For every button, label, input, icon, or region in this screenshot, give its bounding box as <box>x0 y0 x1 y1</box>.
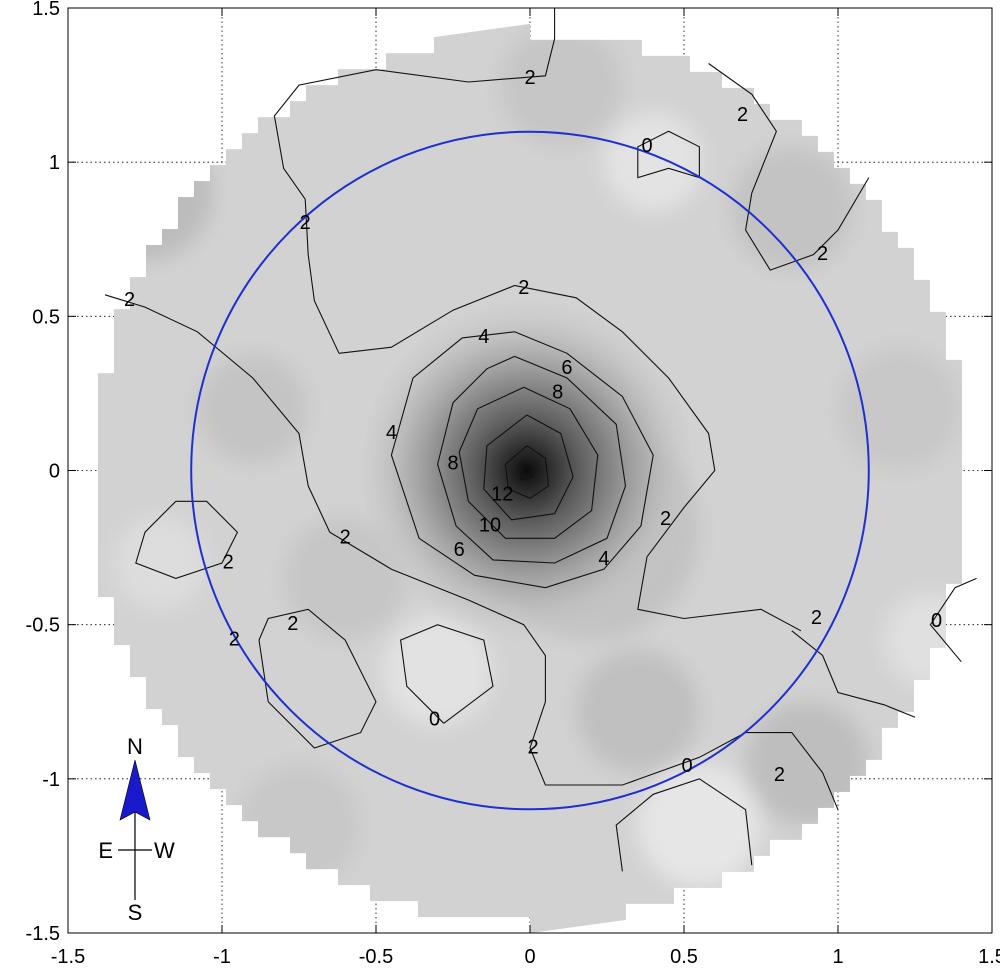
contour-label: 2 <box>124 289 135 311</box>
contour-label: 8 <box>552 382 563 404</box>
contour-label: 2 <box>737 104 748 126</box>
contour-line <box>399 624 494 724</box>
contour-line <box>929 577 977 663</box>
contour-line <box>437 355 627 564</box>
contour-labels: 2 2 0 2 2 2 2 4 6 8 4 8 12 10 2 2 6 4 2 2 0 2 2 0 2 0 2 <box>124 67 942 786</box>
y-tick-label: 0 <box>49 461 60 483</box>
reference-circle-ring <box>190 130 870 811</box>
x-tick-label: 0 <box>524 946 535 968</box>
compass-south-label: S <box>128 900 143 925</box>
contour-line <box>104 294 839 810</box>
y-tick-label: 1.5 <box>32 0 60 20</box>
contour-label: 2 <box>817 243 828 265</box>
x-tick-label: -0.5 <box>359 946 393 968</box>
contour-line <box>504 445 550 499</box>
contour-lines <box>104 8 977 872</box>
contour-label: 2 <box>518 277 529 299</box>
contour-label: 2 <box>287 613 298 635</box>
contour-line <box>458 386 599 539</box>
y-tick-label: -1.5 <box>26 923 60 945</box>
contour-label: 2 <box>524 67 535 89</box>
contour-label: 0 <box>429 709 440 731</box>
axes-frame: -1.5 -1 -0.5 0 0.5 1 1.5 1.5 1 0.5 0 -0.5 -1 -1.5 <box>26 0 1000 968</box>
contour-label: 10 <box>479 514 501 536</box>
contour-label: 6 <box>561 357 572 379</box>
y-tick-label: 1 <box>49 152 60 174</box>
x-tick-label: 0.5 <box>670 946 698 968</box>
contour-line <box>520 463 535 481</box>
contour-label: 0 <box>641 135 652 157</box>
x-tick-label: 1.5 <box>978 946 1000 968</box>
peak-shading <box>361 295 692 646</box>
y-tick-label: -0.5 <box>26 615 60 637</box>
compass-rose: N S E W <box>98 734 175 925</box>
contour-label: 2 <box>223 551 234 573</box>
contour-label: 4 <box>386 422 397 444</box>
contour-label: 4 <box>598 548 609 570</box>
contour-line <box>483 414 574 521</box>
contour-line <box>791 630 916 718</box>
y-tick-label: -1 <box>42 769 60 791</box>
contour-label: 4 <box>478 326 489 348</box>
x-tick-label: -1 <box>213 946 231 968</box>
contour-line <box>258 608 377 749</box>
compass-east-label: E <box>98 838 113 863</box>
compass-north-label: N <box>127 734 143 759</box>
contour-line <box>708 63 870 271</box>
compass-west-label: W <box>154 838 175 863</box>
contour-label: 2 <box>340 527 351 549</box>
y-tick-label: 0.5 <box>32 306 60 328</box>
contour-line <box>615 778 753 872</box>
x-tick-label: 1 <box>832 946 843 968</box>
contour-line <box>135 500 239 579</box>
contour-line <box>390 331 654 589</box>
contour-label: 0 <box>682 755 693 777</box>
contour-line <box>273 8 556 200</box>
contour-label: 6 <box>454 539 465 561</box>
x-tick-label: -1.5 <box>51 946 85 968</box>
contour-label: 8 <box>447 453 458 475</box>
reference-circle <box>190 130 870 811</box>
contour-label: 2 <box>811 607 822 629</box>
contour-label: 12 <box>491 483 513 505</box>
contour-label: 2 <box>660 508 671 530</box>
contour-label: 2 <box>528 736 539 758</box>
contour-label: 2 <box>774 764 785 786</box>
contour-line <box>338 284 802 632</box>
contour-line <box>304 199 340 354</box>
contour-label: 2 <box>229 628 240 650</box>
contour-label: 0 <box>931 610 942 632</box>
contour-label: 2 <box>300 212 311 234</box>
north-arrow-icon <box>119 759 151 821</box>
